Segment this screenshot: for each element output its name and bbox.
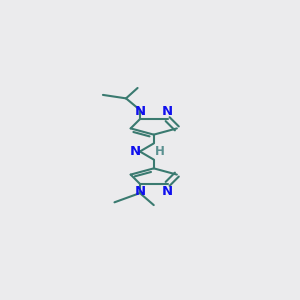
Text: N: N (130, 145, 141, 158)
Text: N: N (134, 184, 146, 197)
Text: H: H (155, 145, 165, 158)
Text: N: N (134, 106, 146, 118)
Text: N: N (162, 184, 173, 197)
Text: N: N (162, 106, 173, 118)
